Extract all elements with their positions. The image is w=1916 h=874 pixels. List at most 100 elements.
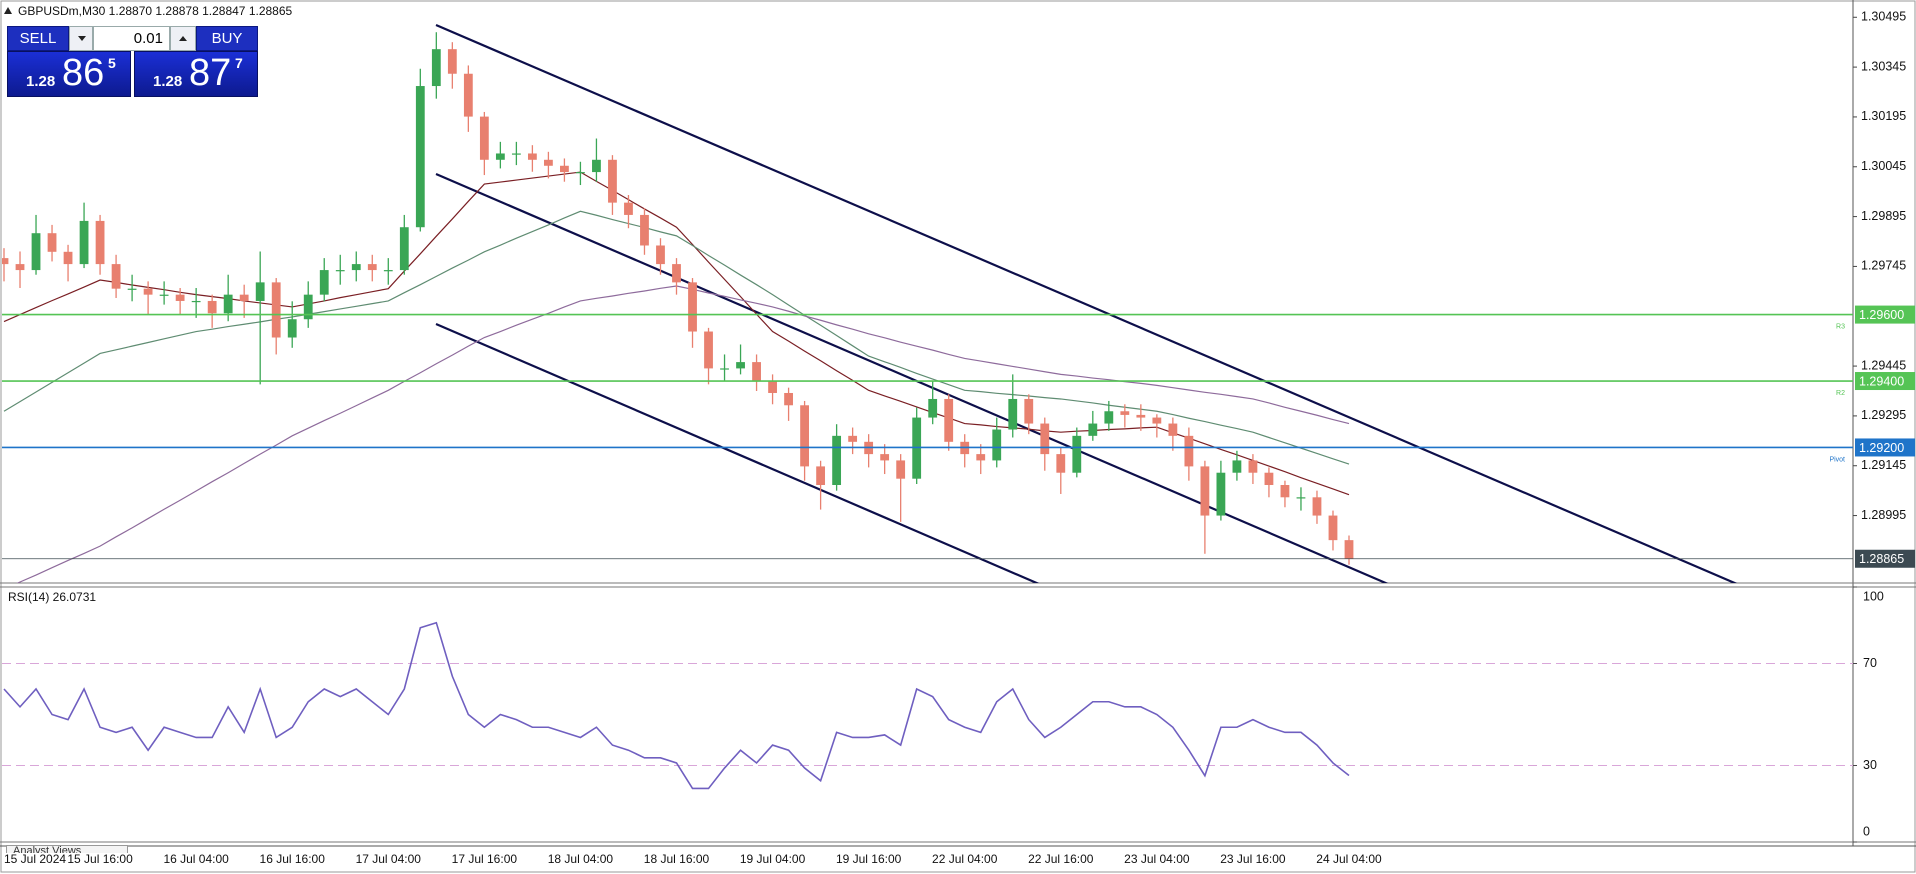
price-level-label: 1.29400 <box>1859 374 1904 388</box>
candle-body <box>976 454 986 461</box>
candle-body <box>1248 460 1258 473</box>
x-tick-label: 18 Jul 16:00 <box>644 852 710 866</box>
bid-point: 5 <box>108 55 116 71</box>
ask-quote[interactable]: 1.28 87 7 <box>134 51 258 97</box>
candle-body <box>544 159 553 166</box>
candle-body <box>784 392 793 406</box>
buy-button[interactable]: BUY <box>196 26 258 51</box>
y-tick-label: 1.30045 <box>1861 159 1906 173</box>
rsi-plot <box>2 621 1853 790</box>
candle-body <box>768 380 777 393</box>
x-tick-label: 22 Jul 16:00 <box>1028 852 1094 866</box>
candle-body <box>1088 423 1098 436</box>
x-tick-label: 22 Jul 04:00 <box>932 852 998 866</box>
sell-button[interactable]: SELL <box>7 26 69 51</box>
footer-tab[interactable]: Analyst Views <box>6 845 128 853</box>
candle-body <box>1072 435 1082 473</box>
candle-body <box>1200 466 1210 516</box>
candle-body <box>111 264 121 289</box>
candle-body <box>1040 423 1050 455</box>
y-tick-label: 0 <box>1863 824 1870 838</box>
candle-body <box>1280 485 1290 498</box>
price-level-label: 1.28865 <box>1859 552 1904 566</box>
candle-body <box>608 159 617 203</box>
candle-body <box>527 153 537 160</box>
x-tick-label: 18 Jul 04:00 <box>548 852 614 866</box>
y-tick-label: 1.30195 <box>1861 109 1906 123</box>
candle-body <box>495 153 505 160</box>
price-level-name: Pivot <box>1829 456 1845 463</box>
candle-body <box>1024 398 1034 424</box>
candle-body <box>1184 435 1194 467</box>
candle-body <box>1104 411 1114 424</box>
candle-body <box>1344 540 1354 559</box>
price-level-box <box>1855 438 1915 457</box>
rsi-title: RSI(14) 26.0731 <box>8 590 96 604</box>
x-tick-label: 16 Jul 04:00 <box>163 852 229 866</box>
price-level-label: 1.29200 <box>1859 441 1904 455</box>
volume-down[interactable] <box>69 26 93 51</box>
candle-body <box>1264 472 1274 486</box>
candle-body <box>896 460 906 479</box>
candle-body <box>159 294 169 296</box>
candle-body <box>63 251 73 265</box>
candle-body <box>95 220 105 265</box>
footer-tab-label: Analyst Views <box>13 845 82 853</box>
price-level-box <box>1855 372 1915 391</box>
candle-body <box>239 294 249 301</box>
y-tick-label: 100 <box>1863 589 1884 603</box>
candle-body <box>560 165 569 173</box>
candle-body <box>1232 460 1242 473</box>
y-tick-label: 1.29445 <box>1861 358 1906 372</box>
moving-average <box>3 210 1350 465</box>
price-level-box <box>1855 305 1915 324</box>
volume-input[interactable]: 0.01 <box>93 26 170 51</box>
candle-body <box>992 429 1002 461</box>
trend-line <box>435 172 1389 583</box>
rsi-line <box>3 621 1350 790</box>
candle-body <box>223 294 233 314</box>
volume-up[interactable] <box>170 26 196 51</box>
moving-average <box>3 171 1350 496</box>
candle-body <box>1216 472 1226 516</box>
candle-body <box>752 362 761 381</box>
candle-body <box>944 398 954 442</box>
candle-body <box>463 73 473 117</box>
x-tick-label: 19 Jul 16:00 <box>836 852 902 866</box>
x-tick-label: 15 Jul 16:00 <box>67 852 133 866</box>
y-tick-label: 1.29745 <box>1861 259 1906 273</box>
x-tick-label: 17 Jul 04:00 <box>356 852 422 866</box>
y-tick-label: 1.29145 <box>1861 458 1906 472</box>
x-tick-label: 19 Jul 04:00 <box>740 852 806 866</box>
candle-body <box>720 368 729 370</box>
bid-quote[interactable]: 1.28 86 5 <box>7 51 131 97</box>
candle-body <box>656 245 665 265</box>
y-tick-label: 70 <box>1863 656 1877 670</box>
candle-body <box>319 270 329 295</box>
collapse-icon[interactable] <box>4 7 12 14</box>
candle-body <box>688 282 697 332</box>
y-tick-label: 1.30495 <box>1861 10 1906 24</box>
y-tick-label: 30 <box>1863 758 1877 772</box>
candle-body <box>1008 398 1018 430</box>
ask-point: 7 <box>235 55 243 71</box>
candle-body <box>191 300 201 303</box>
candle-body <box>383 270 393 272</box>
candle-body <box>928 398 938 418</box>
candle-body <box>143 288 153 295</box>
price-plot <box>2 32 1853 583</box>
candle-body <box>367 264 377 271</box>
ask-big-figure: 1.28 <box>153 73 183 90</box>
x-tick-label: 17 Jul 16:00 <box>452 852 518 866</box>
candle-body <box>479 116 489 160</box>
candle-body <box>303 294 313 320</box>
candle-body <box>1328 515 1338 541</box>
candle-body <box>511 153 521 155</box>
bid-pips: 86 <box>62 52 105 94</box>
x-tick-label: 16 Jul 16:00 <box>260 852 326 866</box>
candle-body <box>1120 411 1130 415</box>
candle-body <box>271 282 281 338</box>
